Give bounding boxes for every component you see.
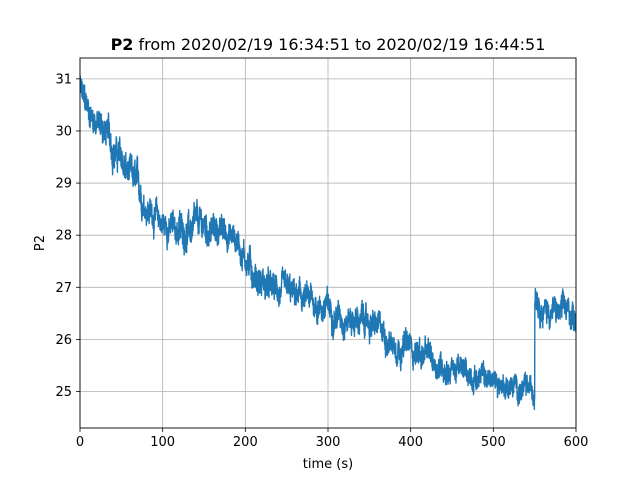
x-tick-label: 600 — [564, 435, 589, 450]
y-tick-label: 29 — [55, 177, 72, 192]
series-line — [80, 75, 576, 411]
y-tick-label: 27 — [55, 281, 72, 296]
y-axis-label: P2 — [33, 235, 48, 251]
series-group — [80, 75, 576, 411]
x-tick-label: 400 — [398, 435, 423, 450]
x-tick-label: 100 — [150, 435, 175, 450]
x-tick-label: 200 — [233, 435, 258, 450]
x-tick-label: 0 — [76, 435, 84, 450]
y-tick-label: 26 — [55, 333, 72, 348]
chart-title-rest: from 2020/02/19 16:34:51 to 2020/02/19 1… — [133, 35, 545, 54]
x-axis-label: time (s) — [303, 457, 353, 472]
x-axis: 0 100 200 300 400 500 600 — [76, 428, 589, 450]
y-tick-label: 30 — [55, 124, 72, 139]
x-tick-label: 300 — [316, 435, 341, 450]
y-tick-label: 28 — [55, 229, 72, 244]
y-tick-label: 31 — [55, 72, 72, 87]
chart-title: P2 from 2020/02/19 16:34:51 to 2020/02/1… — [111, 35, 546, 54]
y-tick-label: 25 — [55, 385, 72, 400]
y-axis: 25 26 27 28 29 30 31 — [55, 72, 80, 400]
chart-title-bold: P2 — [111, 35, 134, 54]
x-tick-label: 500 — [481, 435, 506, 450]
